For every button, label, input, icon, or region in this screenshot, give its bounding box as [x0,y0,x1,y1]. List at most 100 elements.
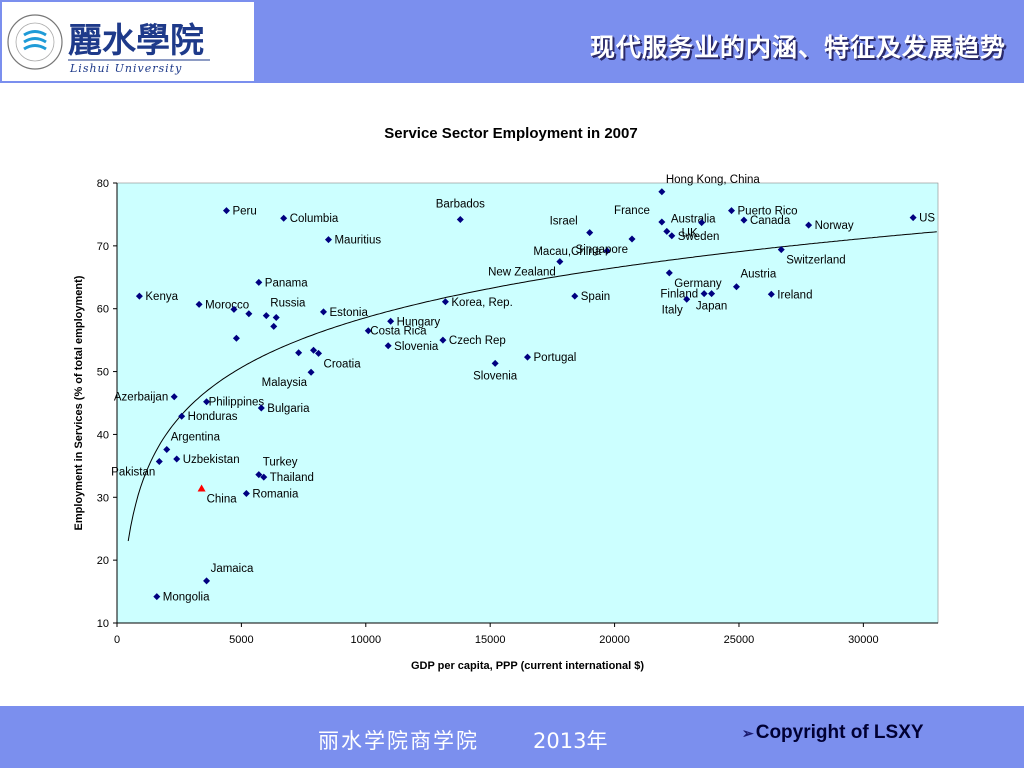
footer-year: 2013年 [533,729,608,753]
data-label: Malaysia [262,377,308,389]
university-logo: 麗水學院 Lishui University [2,2,254,81]
data-label: Mongolia [163,592,210,604]
data-label: Barbados [436,198,485,210]
data-label: Hong Kong, China [666,174,761,186]
data-label: Bulgaria [267,403,310,415]
data-label: Spain [581,291,610,303]
data-point [658,188,666,196]
data-point [324,236,332,244]
data-label: US [919,213,935,225]
y-tick-label: 70 [97,241,109,253]
data-point [384,342,392,350]
data-label: Finland [660,289,698,301]
y-tick-label: 30 [97,492,109,504]
data-point [439,336,447,344]
seal-inner-ring [15,22,55,62]
data-label: Costa Rica [370,326,427,338]
seal-wave-icon [23,30,47,37]
data-point [603,247,611,255]
scatter-chart: Service Sector Employment in 2007 GDP per… [73,125,939,672]
data-point [777,246,785,254]
data-point [556,258,564,266]
data-label: Romania [252,489,299,501]
data-point [257,404,265,412]
data-point-highlight [197,484,206,492]
data-label: Honduras [188,411,238,423]
data-point [315,349,323,357]
data-point [732,283,740,291]
data-label: Portugal [534,352,577,364]
y-tick-label: 50 [97,367,109,379]
data-point [805,221,813,229]
x-tick-label: 15000 [475,634,506,646]
data-point [698,219,706,227]
data-label: Puerto Rico [738,206,798,218]
y-tick-label: 20 [97,555,109,567]
data-label: Austria [740,269,776,281]
data-label: Mauritius [334,235,381,247]
data-point [658,218,666,226]
logo-chinese-name: 麗水學院 [68,21,204,61]
data-point [441,298,449,306]
x-tick-label: 5000 [229,634,253,646]
data-point [310,346,318,354]
data-point [767,290,775,298]
logo-graphic: 麗水學院 Lishui University [7,14,210,75]
data-label: Pakistan [111,466,155,478]
data-label: Czech Rep [449,335,506,347]
data-point [586,229,594,237]
data-label: Australia [671,213,716,225]
data-point [708,290,716,298]
data-point [491,359,499,367]
data-point [665,269,673,277]
copyright: ➢ Copyright of LSXY [742,722,924,744]
data-label: Slovenia [394,341,439,353]
copyright-text: Copyright of LSXY [755,722,924,743]
data-point [173,455,181,463]
data-label: Macau,China [533,246,601,258]
data-label: Kenya [145,291,178,303]
x-tick-label: 20000 [599,634,630,646]
data-label: Germany [674,278,722,290]
data-point [307,368,315,376]
data-label: Morocco [205,299,249,311]
data-point [178,412,186,420]
footer-org: 丽水学院商学院 [318,729,479,753]
data-point [280,214,288,222]
data-point [242,490,250,498]
data-label: Japan [696,301,727,313]
data-label: Uzbekistan [183,454,240,466]
data-label: Canada [750,215,791,227]
data-label: Croatia [324,358,362,370]
data-point [155,457,163,465]
data-label: France [614,205,650,217]
data-label: Slovenia [473,370,518,382]
data-label: Hungary [397,316,441,328]
footer-bar [0,706,1024,768]
data-point [740,216,748,224]
data-label: China [207,493,238,505]
x-tick-label: 30000 [848,634,879,646]
data-label: Estonia [329,307,368,319]
data-label: Norway [815,220,854,232]
x-tick-label: 0 [114,634,120,646]
plot-area [116,182,939,624]
data-point [364,327,372,335]
data-label: Turkey [263,457,298,469]
data-label: Azerbaijan [114,392,168,404]
data-point [728,207,736,215]
data-point [163,446,171,454]
data-point [668,232,676,240]
data-label: Argentina [171,432,221,444]
arrow-bullet-icon: ➢ [742,725,754,741]
data-label: Ireland [777,289,812,301]
data-point [135,292,143,300]
data-label: Russia [270,298,306,310]
data-point [909,214,917,222]
slide-title: 现代服务业的内涵、特征及发展趋势 [589,33,1006,62]
data-point [456,215,464,223]
chart-title: Service Sector Employment in 2007 [384,125,637,142]
x-tick-label: 25000 [724,634,755,646]
x-tick-label: 10000 [350,634,381,646]
data-point [153,593,161,601]
